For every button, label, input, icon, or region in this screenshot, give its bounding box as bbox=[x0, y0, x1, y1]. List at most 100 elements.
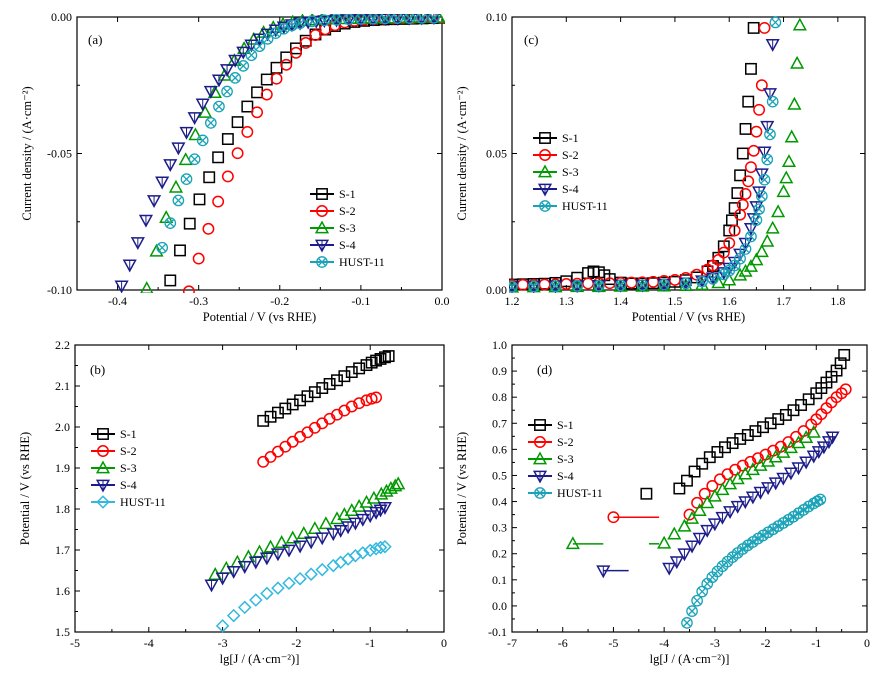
legend-marker-hust-11 bbox=[96, 495, 110, 509]
x-tick-label: 1.8 bbox=[830, 294, 845, 308]
data-point-s-4 bbox=[138, 214, 154, 228]
data-point-s-1 bbox=[370, 354, 383, 367]
data-point-s-1 bbox=[802, 393, 815, 406]
x-tick-label: 0.0 bbox=[435, 294, 450, 308]
series-s-2 bbox=[257, 391, 383, 468]
data-point-s-3 bbox=[241, 549, 256, 563]
data-point-hust-11 bbox=[282, 576, 296, 590]
data-point-hust-11 bbox=[363, 543, 377, 558]
data-point-hust-11 bbox=[249, 593, 263, 607]
data-point-hust-11 bbox=[549, 280, 562, 293]
data-point-s-1 bbox=[231, 116, 244, 129]
data-point-s-1 bbox=[739, 122, 752, 135]
data-point-s-4 bbox=[171, 142, 186, 156]
data-point-hust-11 bbox=[679, 277, 692, 290]
data-point-s-2 bbox=[839, 383, 852, 396]
y-tick-label: 0.4 bbox=[492, 495, 507, 509]
data-point-s-2 bbox=[231, 147, 244, 160]
legend-marker-s-1 bbox=[316, 188, 328, 200]
data-point-s-4 bbox=[179, 126, 194, 140]
data-point-hust-11 bbox=[707, 272, 719, 285]
x-tick-label: -4 bbox=[144, 636, 154, 650]
data-point-s-4 bbox=[329, 14, 344, 28]
data-point-s-4 bbox=[761, 482, 776, 496]
data-point-s-4 bbox=[753, 486, 768, 500]
data-point-s-3 bbox=[207, 85, 222, 98]
legend-marker-s-3 bbox=[537, 164, 553, 178]
data-point-s-3 bbox=[657, 535, 672, 549]
legend-marker-s-1 bbox=[97, 428, 109, 440]
data-point-s-4 bbox=[155, 176, 170, 190]
data-point-s-2 bbox=[713, 473, 726, 486]
x-tick-label: -5 bbox=[70, 636, 80, 650]
data-point-s-1 bbox=[286, 398, 299, 411]
data-point-s-1 bbox=[838, 348, 851, 361]
data-point-hust-11 bbox=[658, 278, 670, 291]
data-point-s-2 bbox=[290, 46, 302, 59]
data-point-s-3 bbox=[168, 179, 184, 193]
data-point-s-1 bbox=[353, 362, 366, 375]
data-point-hust-11 bbox=[330, 14, 343, 26]
data-point-hust-11 bbox=[379, 14, 392, 25]
data-point-s-2 bbox=[835, 387, 848, 400]
y-tick-label: 0.6 bbox=[492, 442, 507, 456]
x-tick-label: -4 bbox=[659, 636, 669, 650]
data-point-s-3 bbox=[383, 480, 398, 494]
data-point-s-4 bbox=[195, 98, 210, 112]
data-point-hust-11 bbox=[271, 581, 285, 595]
data-point-hust-11 bbox=[156, 241, 169, 254]
data-point-s-2 bbox=[309, 29, 322, 41]
data-point-hust-11 bbox=[306, 15, 319, 28]
data-point-hust-11 bbox=[739, 243, 752, 255]
x-tick-label: 1.6 bbox=[722, 294, 737, 308]
data-point-s-3 bbox=[667, 526, 682, 540]
data-point-hust-11 bbox=[636, 279, 649, 291]
legend-marker-s-4 bbox=[95, 479, 111, 493]
data-point-hust-11 bbox=[213, 100, 225, 113]
data-point-hust-11 bbox=[237, 600, 252, 615]
data-point-hust-11 bbox=[356, 546, 370, 560]
x-tick-label: -1 bbox=[811, 636, 821, 650]
legend: S-1 S-2 S-3 S-4 HUST-11 bbox=[528, 418, 603, 500]
data-point-s-1 bbox=[719, 441, 731, 454]
legend-label-s-3: S-3 bbox=[339, 221, 356, 235]
x-axis-label: lg[J / (A·cm⁻²)] bbox=[220, 652, 300, 666]
data-point-s-1 bbox=[280, 51, 293, 64]
data-point-s-4 bbox=[355, 513, 370, 527]
legend-marker-hust-11 bbox=[539, 200, 551, 212]
x-tick-label: -0.3 bbox=[189, 294, 208, 308]
data-point-s-1 bbox=[747, 21, 760, 34]
x-tick-label: 1.2 bbox=[505, 294, 520, 308]
y-tick-label: 0.5 bbox=[492, 468, 507, 482]
data-point-s-2 bbox=[717, 246, 730, 259]
data-point-s-2 bbox=[257, 455, 270, 468]
data-point-s-4 bbox=[596, 565, 611, 579]
data-point-s-4 bbox=[146, 195, 162, 209]
panel-d: -7 -6 -5 -4 -3 -2 -1 0 -0.1 0.0 0.1 0.2 0.3 0.4 0.5 0.6… bbox=[455, 338, 870, 666]
data-point-s-2 bbox=[241, 125, 254, 138]
data-point-s-4 bbox=[730, 500, 745, 514]
data-point-s-4 bbox=[204, 579, 219, 593]
data-point-s-4 bbox=[237, 561, 252, 574]
data-point-s-4 bbox=[304, 536, 319, 550]
data-point-s-4 bbox=[326, 528, 341, 542]
data-point-s-2 bbox=[582, 277, 594, 290]
data-point-s-3 bbox=[776, 184, 791, 198]
data-point-s-1 bbox=[736, 147, 749, 160]
x-axis-label: Potential / V (vs RHE) bbox=[203, 310, 316, 324]
data-point-hust-11 bbox=[229, 72, 242, 84]
data-point-s-4 bbox=[765, 38, 780, 52]
data-point-hust-11 bbox=[403, 14, 416, 24]
data-point-s-2 bbox=[202, 222, 215, 235]
data-point-s-4 bbox=[677, 548, 692, 562]
data-point-s-1 bbox=[731, 187, 744, 200]
data-point-s-4 bbox=[353, 14, 368, 27]
series-s-3 bbox=[657, 424, 821, 549]
data-point-hust-11 bbox=[428, 14, 440, 24]
data-point-s-4 bbox=[317, 15, 332, 29]
data-point-hust-11 bbox=[750, 214, 763, 226]
data-point-hust-11 bbox=[766, 95, 779, 108]
data-point-s-1 bbox=[294, 394, 307, 407]
y-axis-label: Potential / V (vs RHE) bbox=[18, 432, 32, 545]
data-point-s-4 bbox=[215, 572, 230, 586]
